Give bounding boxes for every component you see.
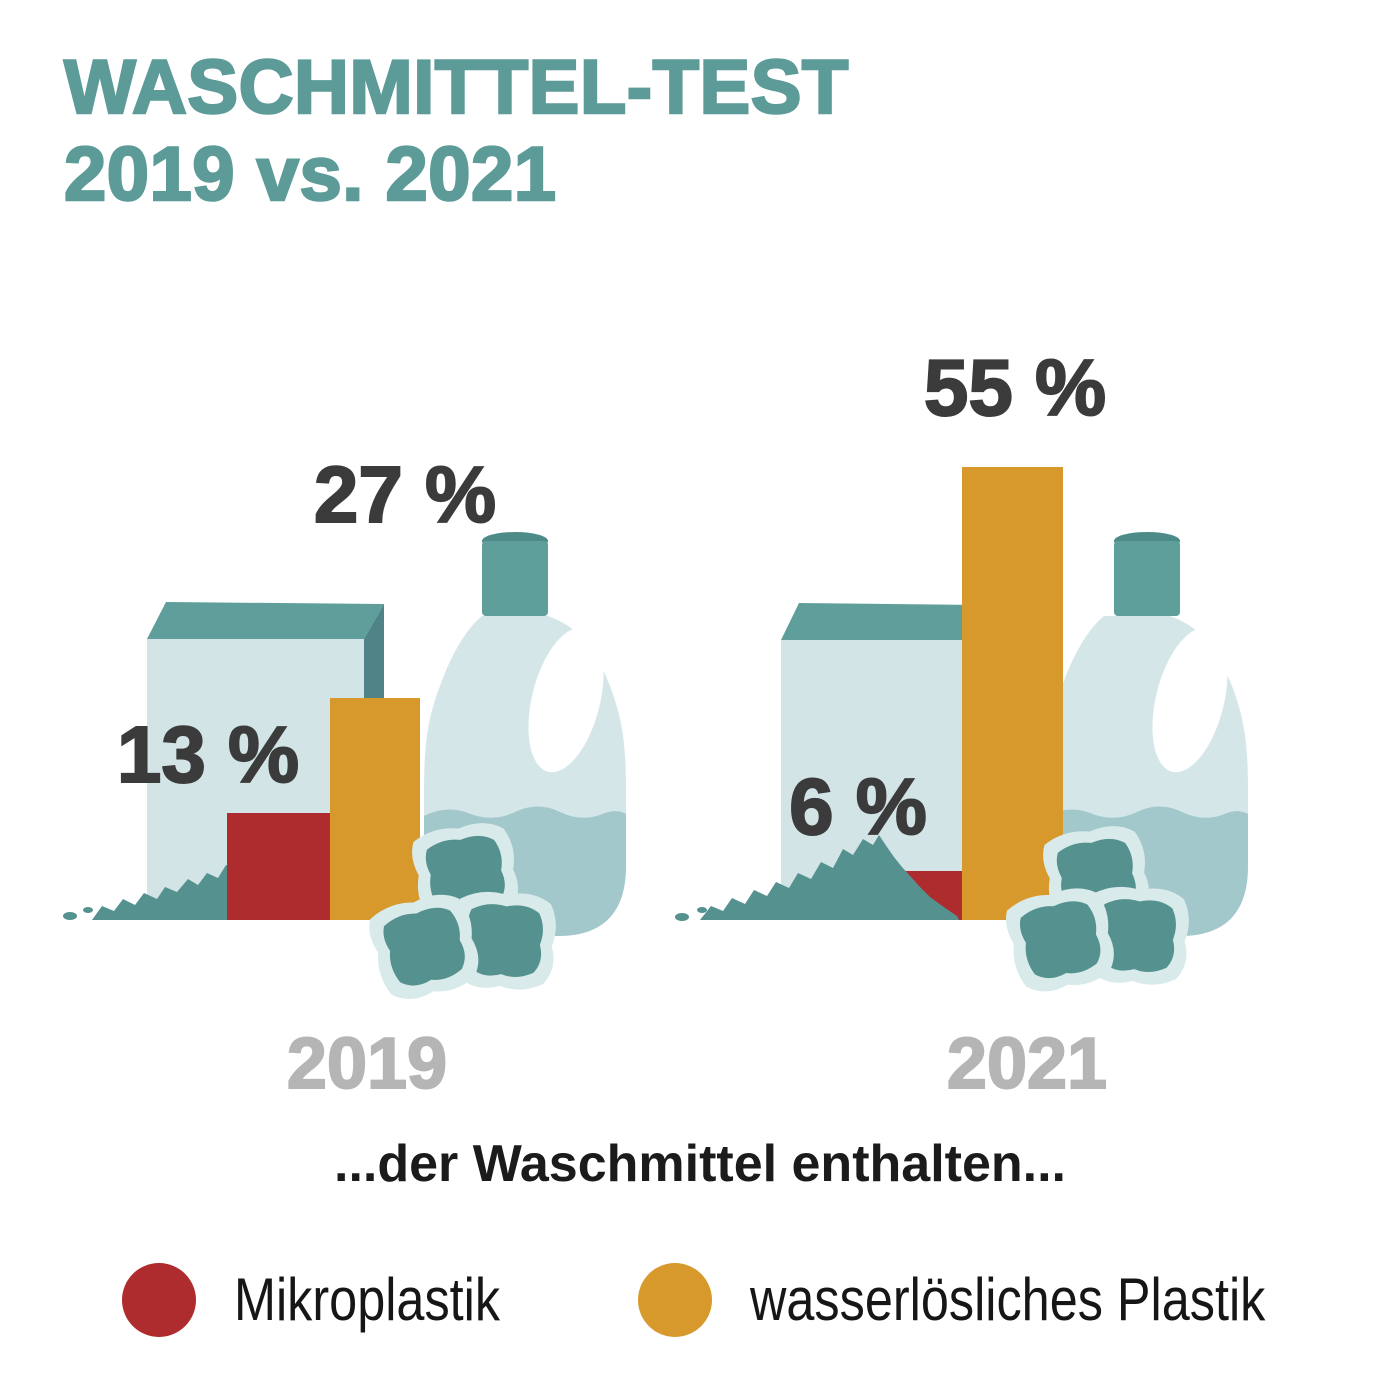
- page-title: WASCHMITTEL-TEST 2019 vs. 2021: [63, 44, 850, 219]
- subtitle: ...der Waschmittel enthalten...: [334, 1135, 1066, 1193]
- legend-swatch-wasserloesliches-plastik: [638, 1263, 712, 1337]
- box-top: [781, 603, 981, 640]
- year-label-2019: 2019: [286, 1024, 448, 1104]
- value-label-mikroplastik-2021: 6 %: [788, 762, 928, 851]
- legend-swatch-mikroplastik: [122, 1263, 196, 1337]
- box-top: [147, 602, 384, 639]
- bar-wasserloesliches-plastik-2019: [330, 698, 420, 920]
- title-line-2: 2019 vs. 2021: [63, 131, 558, 219]
- value-label-soluble-2019: 27 %: [313, 450, 497, 539]
- bottle-highlight: [528, 627, 604, 773]
- scene-2021: [675, 467, 1248, 997]
- legend-item-mikroplastik: Mikroplastik: [122, 1263, 551, 1337]
- title-line-1: WASCHMITTEL-TEST: [63, 44, 850, 132]
- value-label-soluble-2021: 55 %: [923, 343, 1107, 432]
- powder-spill-illustration-2021: [675, 835, 959, 921]
- value-label-mikroplastik-2019: 13 %: [116, 710, 300, 799]
- legend-item-wasserloesliches-plastik: wasserlösliches Plastik: [638, 1263, 1364, 1337]
- bottle-cap: [482, 541, 548, 616]
- year-label-2021: 2021: [946, 1024, 1108, 1104]
- bottle-highlight: [1152, 627, 1228, 773]
- legend-label-mikroplastik: Mikroplastik: [234, 1266, 501, 1333]
- legend-label-wasserloesliches-plastik: wasserlösliches Plastik: [750, 1266, 1266, 1333]
- bottle-cap: [1114, 541, 1180, 616]
- scene-2019: [63, 532, 626, 1006]
- bar-mikroplastik-2019: [227, 813, 330, 920]
